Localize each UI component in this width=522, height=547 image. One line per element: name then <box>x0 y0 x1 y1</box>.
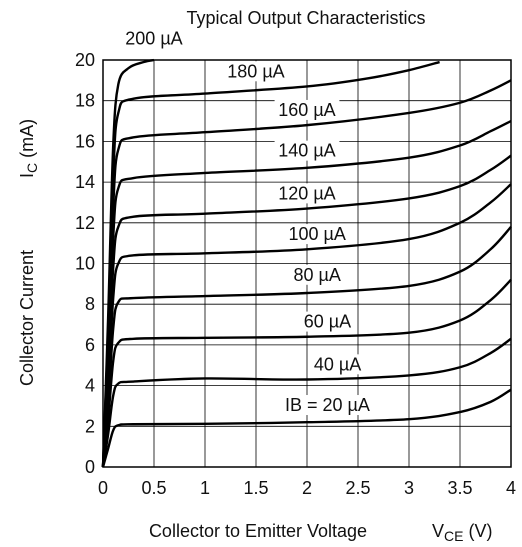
x-tick-label: 0 <box>98 478 108 498</box>
series-line <box>101 58 155 468</box>
curve-label: 60 µA <box>304 312 351 332</box>
y-axis-symbol-sub: C <box>24 163 40 173</box>
y-tick-label: 8 <box>85 294 95 314</box>
curve-label-background <box>274 140 340 161</box>
x-axis-ticks: 0 0.5 1 1.5 2 2.5 3 3.5 4 <box>98 478 516 498</box>
x-axis-symbol-main: V <box>432 521 444 541</box>
y-axis-symbol: IC (mA) <box>17 119 40 178</box>
curve-label-background <box>274 99 340 120</box>
curve-label-background <box>223 61 289 82</box>
chart-title: Typical Output Characteristics <box>186 8 425 28</box>
curve-label: 100 µA <box>288 224 345 244</box>
y-tick-label: 2 <box>85 416 95 436</box>
curve-label: 200 µA <box>125 29 182 49</box>
y-tick-label: 14 <box>75 172 95 192</box>
curve-label-background <box>299 311 355 332</box>
y-axis-label: Collector Current <box>17 250 37 386</box>
series-line <box>101 337 512 468</box>
x-axis-label: Collector to Emitter Voltage <box>149 521 367 541</box>
curves <box>101 58 512 468</box>
x-axis-symbol-sub: CE <box>444 528 463 544</box>
x-axis-symbol: VCE (V) <box>432 521 492 544</box>
y-tick-label: 20 <box>75 50 95 70</box>
series-line <box>101 60 440 468</box>
x-tick-label: 0.5 <box>141 478 166 498</box>
x-tick-label: 2 <box>302 478 312 498</box>
curve-label-background <box>275 395 380 416</box>
x-tick-label: 3.5 <box>447 478 472 498</box>
x-tick-label: 4 <box>506 478 516 498</box>
y-tick-label: 10 <box>75 254 95 274</box>
curve-label: IB = 20 µA <box>285 395 370 415</box>
curve-label-background <box>274 183 340 204</box>
y-tick-label: 0 <box>85 457 95 477</box>
y-tick-label: 12 <box>75 213 95 233</box>
y-axis-ticks: 0 2 4 6 8 10 12 14 16 18 20 <box>75 50 95 477</box>
series-line <box>101 226 512 468</box>
curve-label: 40 µA <box>314 354 361 374</box>
y-axis-symbol-unit: (mA) <box>17 119 37 158</box>
curve-label: 80 µA <box>293 265 340 285</box>
curve-label: 180 µA <box>227 61 284 81</box>
curve-label-background <box>289 264 345 285</box>
curve-label-background <box>121 28 187 49</box>
y-tick-label: 16 <box>75 131 95 151</box>
curve-label-background <box>284 224 350 245</box>
x-tick-label: 3 <box>404 478 414 498</box>
curve-labels: IB = 20 µA 40 µA 60 µA 80 µA 100 µA 120 µA 140… <box>121 28 380 416</box>
x-tick-label: 1 <box>200 478 210 498</box>
curve-label: 120 µA <box>278 183 335 203</box>
y-tick-label: 18 <box>75 91 95 111</box>
x-tick-label: 1.5 <box>243 478 268 498</box>
curve-label-background <box>310 354 366 375</box>
y-axis-symbol-main: I <box>17 173 37 178</box>
series-line <box>101 388 512 468</box>
plot-frame <box>102 59 512 468</box>
curve-label: 140 µA <box>278 141 335 161</box>
y-tick-label: 6 <box>85 335 95 355</box>
curve-label: 160 µA <box>278 100 335 120</box>
y-tick-label: 4 <box>85 376 95 396</box>
x-tick-label: 2.5 <box>345 478 370 498</box>
series-line <box>101 278 512 468</box>
x-axis-symbol-unit: (V) <box>468 521 492 541</box>
